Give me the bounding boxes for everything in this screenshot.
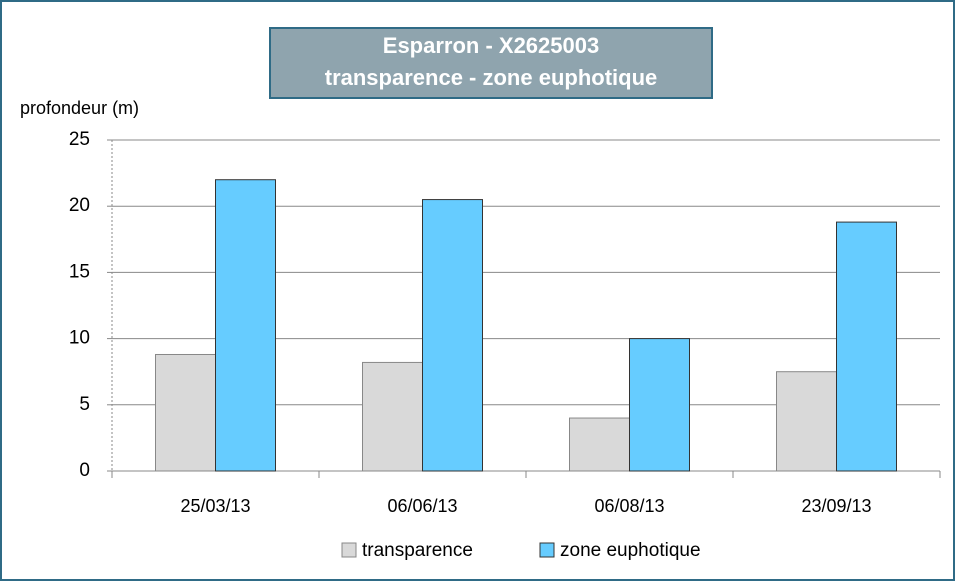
y-tick-label: 10 [69,328,90,349]
x-tick-label: 23/09/13 [801,496,871,516]
legend-swatch [539,542,555,558]
bar [629,338,690,472]
y-tick-label: 20 [69,195,90,216]
legend-label: transparence [362,540,473,561]
y-axis-label: profondeur (m) [20,98,139,118]
bar [569,417,630,472]
legend-swatch [341,542,357,558]
bar [155,353,216,472]
bar [362,361,423,472]
y-tick-label: 0 [79,460,90,481]
chart-subtitle: transparence - zone euphotique [325,65,658,90]
title-box [269,27,713,99]
bar [215,179,276,472]
y-tick-label: 5 [79,394,90,415]
bar [836,221,897,472]
y-tick-label: 15 [69,261,90,282]
legend-label: zone euphotique [560,540,701,561]
x-tick-label: 25/03/13 [180,496,250,516]
x-tick-label: 06/06/13 [387,496,457,516]
y-tick-label: 25 [69,129,90,150]
x-tick-label: 06/08/13 [594,496,664,516]
chart-title: Esparron - X2625003 [383,33,599,58]
bar [776,371,837,472]
bar [422,199,483,472]
